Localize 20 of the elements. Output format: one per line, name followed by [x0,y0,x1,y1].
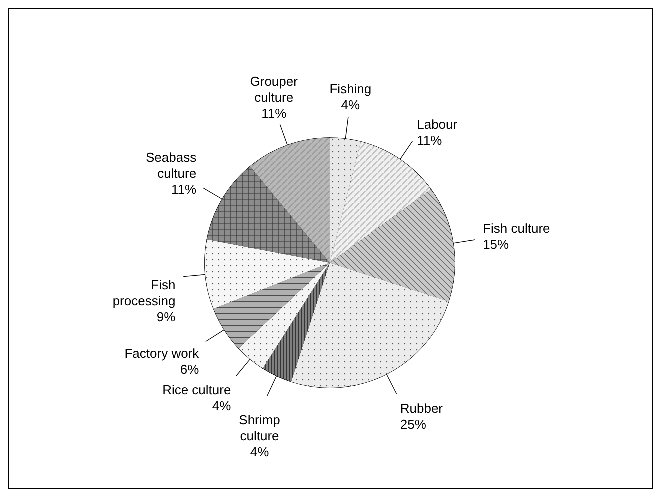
data-label: 11% [417,132,443,148]
slice-label: Rubber [400,401,444,416]
slice-label: Grouper culture [250,74,299,105]
data-label: 9% [156,310,176,325]
data-label: 25% [400,417,427,432]
data-label: 4% [250,444,270,460]
slice-label: Labour [417,116,458,132]
data-label: 11% [172,182,198,198]
slice-label: Fish processing [112,278,176,309]
slice-label: Factory work [124,346,200,362]
data-label: 6% [180,362,200,378]
slice-label: Fish culture [483,220,550,236]
data-label: 4% [212,398,232,414]
slice-label: Seabass culture [146,150,198,182]
slice-label: Rice culture [162,382,232,398]
data-label: 11% [262,106,288,121]
slice-label: Shrimp culture [239,412,280,444]
slice-label: Fishing [330,81,372,96]
data-label: 4% [341,97,361,112]
data-label: 15% [483,236,510,252]
